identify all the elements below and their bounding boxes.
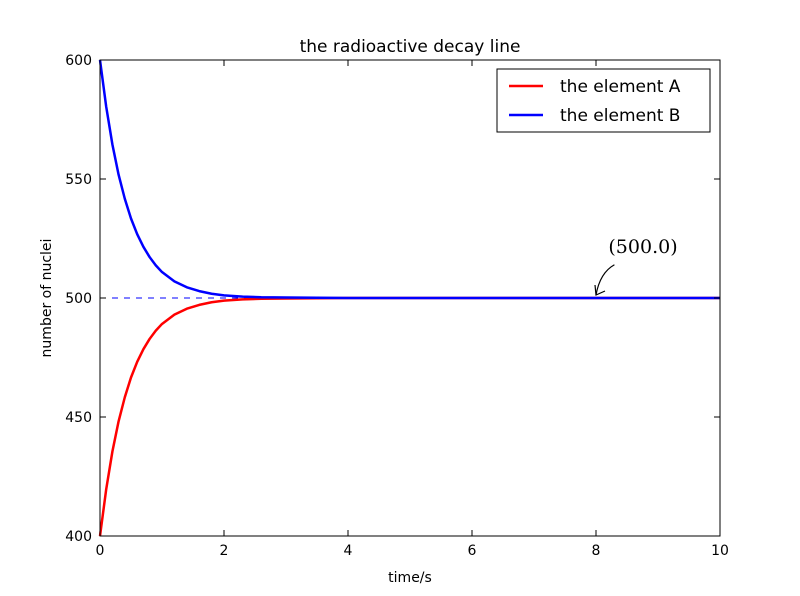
series-layer xyxy=(98,59,720,537)
x-tick-label: 2 xyxy=(220,543,229,559)
y-ticks: 400 450 500 550 600 xyxy=(65,53,720,545)
annotation-text: (500.0) xyxy=(608,236,677,258)
y-tick-label: 450 xyxy=(65,410,92,426)
legend-label-b: the element B xyxy=(560,106,680,126)
legend-box xyxy=(496,68,711,133)
legend-label-a: the element A xyxy=(560,77,681,97)
series-line-b xyxy=(98,59,720,300)
annotation: (500.0) xyxy=(594,236,678,296)
y-tick-label: 550 xyxy=(65,172,92,188)
x-axis-label: time/s xyxy=(388,570,432,586)
x-tick-label: 10 xyxy=(711,543,729,559)
y-tick-label: 600 xyxy=(65,53,92,69)
y-axis-label: number of nuclei xyxy=(39,239,55,358)
x-tick-label: 8 xyxy=(592,543,601,559)
x-tick-label: 0 xyxy=(96,543,105,559)
x-ticks: 0 2 4 6 8 10 xyxy=(96,60,729,559)
x-tick-label: 4 xyxy=(344,543,353,559)
annotation-arrow xyxy=(595,264,615,296)
chart-title: the radioactive decay line xyxy=(300,37,521,57)
legend: the element A the element B xyxy=(496,68,711,133)
y-tick-label: 400 xyxy=(65,529,92,545)
x-tick-label: 6 xyxy=(468,543,477,559)
y-tick-label: 500 xyxy=(65,291,92,307)
annotation-arrowhead xyxy=(594,284,606,296)
